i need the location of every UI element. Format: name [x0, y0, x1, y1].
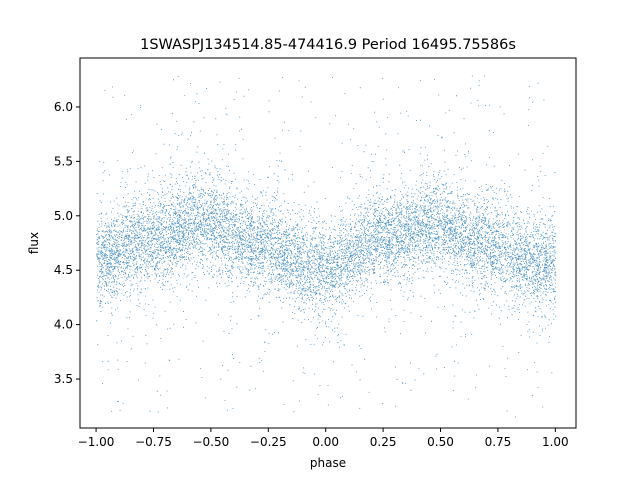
y-tick-label: 4.5 — [54, 263, 73, 277]
y-tick-label: 4.0 — [54, 318, 73, 332]
y-axis-ticks: 3.5 4.0 4.5 5.0 5.5 6.0 — [54, 100, 80, 386]
x-axis-ticks: −1.00 −0.75 −0.50 −0.25 0.00 0.25 0.50 0.75 1.00 — [78, 428, 569, 449]
x-tick-label: −0.25 — [250, 435, 287, 449]
y-tick-label: 6.0 — [54, 100, 73, 114]
x-axis-label: phase — [310, 456, 346, 470]
x-tick-label: −1.00 — [78, 435, 115, 449]
x-tick-label: −0.75 — [135, 435, 172, 449]
x-tick-label: −0.50 — [192, 435, 229, 449]
y-tick-label: 3.5 — [54, 372, 73, 386]
chart-title: 1SWASPJ134514.85-474416.9 Period 16495.7… — [140, 37, 516, 53]
plot-frame — [79, 57, 577, 429]
x-tick-label: 0.75 — [485, 435, 512, 449]
x-tick-label: 0.50 — [427, 435, 454, 449]
y-tick-label: 5.0 — [54, 209, 73, 223]
x-tick-label: 0.25 — [370, 435, 397, 449]
x-tick-label: 0.00 — [312, 435, 339, 449]
y-tick-label: 5.5 — [54, 154, 73, 168]
x-tick-label: 1.00 — [542, 435, 569, 449]
y-axis-label: flux — [27, 232, 41, 254]
